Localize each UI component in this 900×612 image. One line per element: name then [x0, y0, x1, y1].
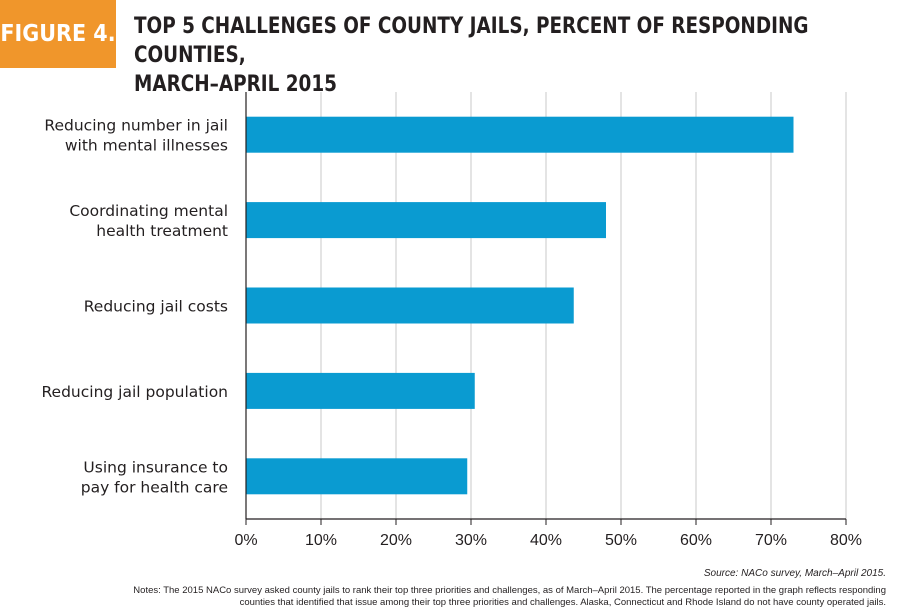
category-label: Reducing jail population: [41, 383, 228, 401]
notes-line-1: Notes: The 2015 NACo survey asked county…: [133, 585, 886, 596]
chart-title: TOP 5 CHALLENGES OF COUNTY JAILS, PERCEN…: [134, 12, 832, 99]
notes-line-2: counties that identified that issue amon…: [239, 597, 886, 608]
x-tick-label: 0%: [234, 532, 257, 549]
x-tick-label: 10%: [305, 532, 337, 549]
bar: [246, 116, 794, 153]
bar: [246, 202, 606, 239]
category-label: Reducing number in jail: [44, 117, 228, 135]
category-label: health treatment: [96, 222, 228, 240]
notes: Notes: The 2015 NACo survey asked county…: [0, 585, 886, 609]
bar: [246, 287, 574, 324]
category-label: Reducing jail costs: [84, 298, 228, 316]
x-tick-label: 20%: [380, 532, 412, 549]
bar: [246, 372, 475, 409]
x-tick-label: 30%: [455, 532, 487, 549]
x-tick-label: 40%: [530, 532, 562, 549]
figure-label: FIGURE 4.: [0, 0, 116, 68]
title-line-1: TOP 5 CHALLENGES OF COUNTY JAILS, PERCEN…: [134, 14, 809, 68]
source-note: Source: NACo survey, March–April 2015.: [703, 568, 886, 579]
x-tick-label: 70%: [755, 532, 787, 549]
category-label: with mental illnesses: [65, 137, 228, 155]
category-label: Coordinating mental: [69, 202, 228, 220]
category-label: Using insurance to: [83, 458, 228, 476]
title-line-2: MARCH–APRIL 2015: [134, 72, 337, 97]
x-tick-label: 80%: [830, 532, 862, 549]
x-tick-label: 50%: [605, 532, 637, 549]
category-label: pay for health care: [81, 478, 228, 496]
bar: [246, 458, 468, 495]
x-tick-label: 60%: [680, 532, 712, 549]
